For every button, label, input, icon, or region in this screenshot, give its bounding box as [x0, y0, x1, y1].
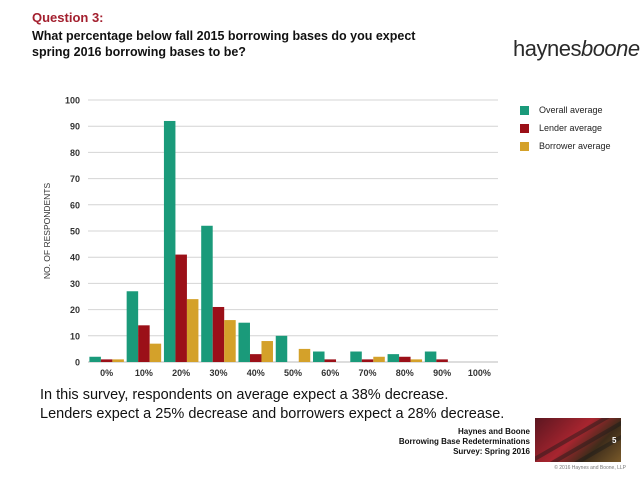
bar-lender-average: [399, 356, 411, 362]
legend-label-borrower: Borrower average: [539, 141, 611, 151]
bar-borrower-average: [224, 320, 236, 362]
x-tick-label: 20%: [172, 368, 190, 378]
bar-borrower-average: [261, 341, 273, 362]
footer-decorative-image: [535, 418, 621, 462]
x-tick-label: 50%: [284, 368, 302, 378]
page-number: 5: [612, 436, 617, 445]
x-tick-label: 0%: [100, 368, 113, 378]
bar-borrower-average: [410, 359, 423, 362]
logo-part-boone: boone: [580, 36, 640, 61]
question-text: What percentage below fall 2015 borrowin…: [32, 29, 416, 59]
bar-borrower-average: [186, 299, 199, 362]
footer-report-title: Borrowing Base Redeterminations: [398, 437, 530, 446]
bar-overall-average: [313, 351, 325, 362]
bar-lender-average: [212, 306, 225, 362]
y-tick-label: 50: [70, 227, 80, 237]
bar-overall-average: [424, 351, 437, 362]
x-tick-label: 10%: [135, 368, 153, 378]
x-tick-label: 100%: [468, 368, 491, 378]
bar-borrower-average: [373, 356, 385, 362]
y-tick-label: 0: [75, 358, 80, 368]
bar-overall-average: [350, 351, 362, 362]
y-tick-label: 100: [65, 96, 80, 106]
y-tick-label: 90: [70, 122, 80, 132]
bar-lender-average: [249, 354, 262, 362]
bar-overall-average: [387, 354, 400, 362]
footer-survey: Survey: Spring 2016: [453, 447, 530, 456]
bar-lender-average: [175, 254, 187, 362]
copyright-text: © 2016 Haynes and Boone, LLP: [554, 465, 626, 471]
y-tick-label: 80: [70, 148, 80, 158]
legend-item-lender: Lender average: [520, 119, 611, 137]
bar-lender-average: [436, 359, 448, 362]
legend-swatch-lender: [520, 123, 529, 133]
y-tick-label: 70: [70, 174, 80, 184]
bar-overall-average: [89, 356, 101, 362]
y-tick-label: 20: [70, 305, 80, 315]
summary-text: In this survey, respondents on average e…: [40, 386, 600, 424]
x-tick-label: 30%: [209, 368, 227, 378]
summary-line-2: Lenders expect a 25% decrease and borrow…: [40, 406, 505, 422]
bar-lender-average: [361, 359, 374, 362]
legend-item-borrower: Borrower average: [520, 137, 611, 155]
bar-overall-average: [275, 335, 288, 362]
x-tick-label: 80%: [396, 368, 414, 378]
legend-swatch-overall: [520, 105, 529, 115]
y-tick-label: 10: [70, 331, 80, 341]
x-tick-label: 40%: [247, 368, 265, 378]
bar-overall-average: [126, 291, 139, 362]
bar-overall-average: [238, 322, 250, 362]
x-tick-label: 90%: [433, 368, 451, 378]
footer-block: Haynes and Boone Borrowing Base Redeterm…: [399, 427, 530, 457]
bar-borrower-average: [149, 343, 162, 362]
chart-legend: Overall average Lender average Borrower …: [520, 101, 611, 155]
y-tick-label: 30: [70, 279, 80, 289]
bar-borrower-average: [298, 348, 311, 362]
haynesboone-logo: haynesboone: [513, 36, 640, 62]
legend-label-lender: Lender average: [539, 123, 603, 133]
summary-line-1: In this survey, respondents on average e…: [40, 387, 449, 403]
question-label: Question 3:: [32, 10, 104, 25]
logo-part-haynes: haynes: [513, 36, 581, 61]
y-tick-label: 60: [70, 200, 80, 210]
footer-firm: Haynes and Boone: [457, 427, 530, 436]
bar-lender-average: [138, 325, 150, 362]
bar-overall-average: [201, 225, 213, 362]
bar-overall-average: [163, 120, 176, 363]
x-tick-label: 60%: [321, 368, 339, 378]
legend-label-overall: Overall average: [539, 105, 603, 115]
bar-lender-average: [100, 359, 113, 362]
legend-swatch-borrower: [520, 141, 529, 151]
bar-lender-average: [324, 359, 337, 362]
y-tick-label: 40: [70, 253, 80, 263]
y-axis-title: NO. OF RESPONDENTS: [42, 182, 52, 279]
bar-borrower-average: [112, 359, 124, 362]
x-tick-label: 70%: [359, 368, 377, 378]
legend-item-overall: Overall average: [520, 101, 611, 119]
